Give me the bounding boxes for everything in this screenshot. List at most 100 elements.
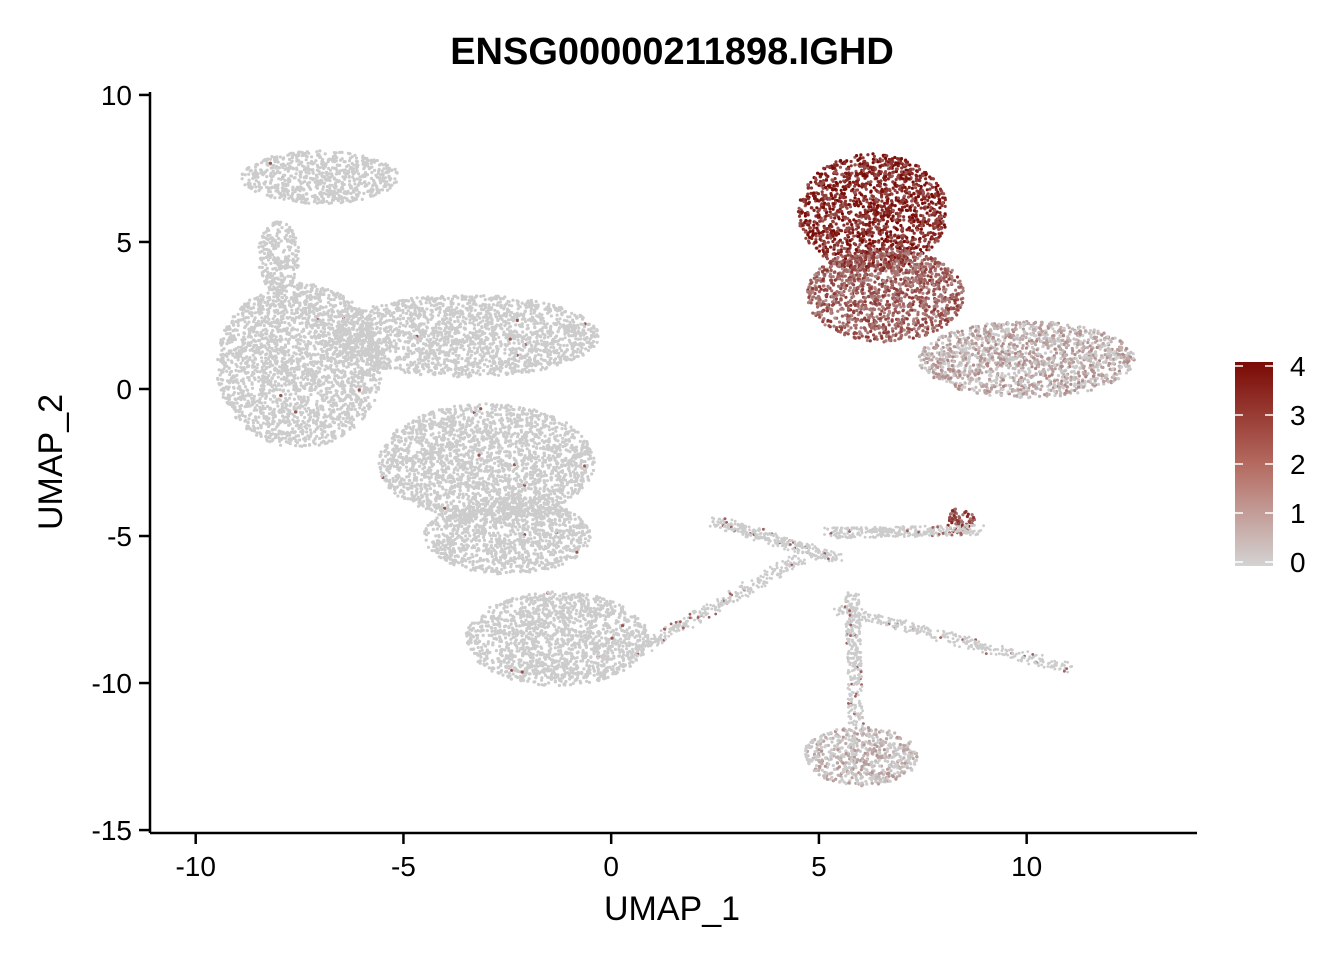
scatter-point xyxy=(268,157,272,161)
scatter-point xyxy=(361,334,365,338)
scatter-point xyxy=(317,370,321,374)
scatter-point xyxy=(254,296,258,300)
scatter-point xyxy=(266,233,270,238)
scatter-point xyxy=(551,331,555,335)
scatter-point xyxy=(227,385,231,389)
scatter-point xyxy=(309,357,313,361)
scatter-point xyxy=(232,379,236,383)
scatter-point xyxy=(306,377,310,381)
scatter-point xyxy=(320,158,324,162)
scatter-point xyxy=(281,284,285,288)
scatter-point xyxy=(318,367,322,371)
scatter-point xyxy=(337,171,341,175)
scatter-point xyxy=(431,330,435,334)
scatter-point xyxy=(259,168,263,172)
scatter-point xyxy=(273,380,277,384)
scatter-point xyxy=(265,404,270,408)
scatter-point xyxy=(294,352,298,356)
scatter-point xyxy=(549,356,553,361)
scatter-point xyxy=(394,342,398,346)
scatter-point xyxy=(332,429,336,434)
scatter-point xyxy=(305,426,309,430)
scatter-point xyxy=(249,169,253,173)
scatter-point xyxy=(286,238,290,242)
scatter-point xyxy=(507,300,511,304)
scatter-point xyxy=(264,282,268,286)
scatter-point xyxy=(482,363,487,367)
scatter-point xyxy=(396,301,400,305)
scatter-point xyxy=(533,357,537,361)
scatter-point xyxy=(271,278,275,282)
scatter-point xyxy=(318,155,322,160)
scatter-point xyxy=(400,330,404,334)
scatter-point xyxy=(255,408,259,412)
scatter-point xyxy=(298,170,302,174)
scatter-point xyxy=(237,369,241,373)
scatter-point xyxy=(370,170,374,175)
scatter-point xyxy=(252,306,256,310)
scatter-point xyxy=(273,183,277,188)
scatter-point xyxy=(394,350,398,354)
scatter-point xyxy=(534,360,538,364)
scatter-point xyxy=(291,188,295,192)
scatter-point xyxy=(392,311,396,315)
scatter-point xyxy=(322,181,327,185)
scatter-point xyxy=(276,160,280,164)
scatter-point xyxy=(246,341,250,345)
scatter-point xyxy=(258,294,262,298)
scatter-point xyxy=(283,320,287,325)
scatter-point xyxy=(352,163,356,167)
scatter-point xyxy=(532,340,536,344)
scatter-point xyxy=(353,374,357,378)
scatter-point xyxy=(299,384,303,388)
scatter-point xyxy=(335,393,339,397)
scatter-point xyxy=(365,357,370,362)
scatter-point xyxy=(281,356,285,361)
scatter-point xyxy=(316,391,320,395)
scatter-point xyxy=(298,357,302,361)
scatter-point xyxy=(337,426,341,430)
scatter-point xyxy=(586,348,591,353)
scatter-point xyxy=(234,416,238,420)
scatter-point xyxy=(359,323,363,327)
scatter-point xyxy=(573,341,577,345)
scatter-point xyxy=(326,300,331,305)
scatter-point xyxy=(295,333,299,337)
scatter-point xyxy=(443,298,447,302)
scatter-point xyxy=(489,364,493,368)
scatter-point xyxy=(237,384,241,388)
scatter-point xyxy=(300,444,304,448)
scatter-point xyxy=(291,252,295,256)
scatter-point xyxy=(381,176,385,180)
scatter-point xyxy=(377,381,381,385)
scatter-point xyxy=(273,261,277,265)
scatter-point xyxy=(355,169,359,173)
scatter-point xyxy=(334,181,338,185)
scatter-point xyxy=(438,296,443,300)
scatter-point xyxy=(358,175,362,179)
scatter-point xyxy=(236,333,241,337)
scatter-point xyxy=(282,156,286,160)
scatter-point xyxy=(324,340,328,344)
scatter-point xyxy=(365,183,369,187)
scatter-point xyxy=(342,397,346,402)
scatter-point xyxy=(344,419,348,424)
scatter-point xyxy=(335,364,339,368)
scatter-point xyxy=(402,333,406,337)
scatter-point xyxy=(510,369,514,373)
scatter-point xyxy=(498,340,503,344)
scatter-point xyxy=(377,371,382,375)
scatter-point xyxy=(255,403,259,407)
scatter-point xyxy=(499,297,503,301)
scatter-point xyxy=(322,415,326,419)
scatter-point xyxy=(473,357,477,361)
scatter-point xyxy=(446,320,450,324)
scatter-point xyxy=(345,310,349,314)
scatter-point xyxy=(248,357,252,361)
scatter-point xyxy=(582,333,586,337)
scatter-point xyxy=(438,310,442,315)
scatter-point xyxy=(232,401,236,405)
scatter-point xyxy=(341,423,345,427)
scatter-point xyxy=(321,187,325,191)
scatter-point xyxy=(280,359,284,364)
